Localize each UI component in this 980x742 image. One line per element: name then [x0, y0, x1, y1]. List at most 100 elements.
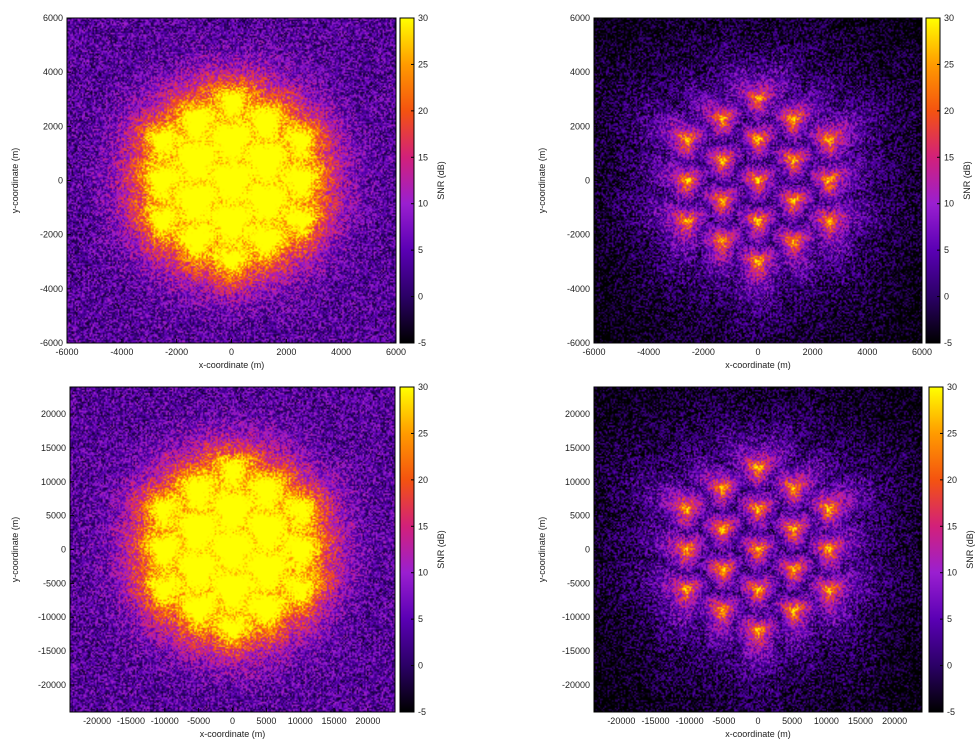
x-tick-label: 15000: [322, 716, 347, 726]
colorbar-tick-label: 20: [418, 106, 428, 116]
colorbar-tick-label: 0: [944, 292, 949, 302]
colorbar-tick-label: 30: [944, 13, 954, 23]
colorbar-label: SNR (dB): [965, 530, 975, 569]
y-tick-label: -4000: [567, 284, 590, 294]
x-axis-label: x-coordinate (m): [199, 360, 265, 370]
colorbar-gradient: [925, 17, 941, 344]
y-tick-label: 2000: [570, 121, 590, 131]
y-tick-label: 6000: [43, 13, 63, 23]
y-tick-label: -2000: [40, 230, 63, 240]
y-tick-label: -10000: [38, 612, 66, 622]
colorbar-gradient: [399, 17, 415, 344]
x-tick-label: -4000: [110, 347, 133, 357]
x-tick-label: 20000: [882, 716, 907, 726]
snr-heatmap-image: [594, 387, 922, 712]
x-tick-label: -6000: [582, 347, 605, 357]
x-tick-label: -2000: [165, 347, 188, 357]
y-tick-label: 20000: [565, 409, 590, 419]
colorbar-tick-label: 30: [418, 13, 428, 23]
y-tick-label: -4000: [40, 284, 63, 294]
x-tick-label: 0: [755, 716, 760, 726]
x-tick-label: 0: [229, 347, 234, 357]
colorbar-tick-label: 25: [947, 428, 957, 438]
y-tick-label: 0: [58, 176, 63, 186]
colorbar-tick-label: -5: [947, 707, 955, 717]
y-tick-label: 4000: [43, 67, 63, 77]
y-axis-label: y-coordinate (m): [537, 517, 547, 583]
colorbar-tick-label: 0: [418, 661, 423, 671]
y-tick-label: -2000: [567, 230, 590, 240]
y-tick-label: 2000: [43, 121, 63, 131]
y-axis-label: y-coordinate (m): [10, 148, 20, 214]
y-axis-label: y-coordinate (m): [537, 148, 547, 214]
heatmap-panel-top-left: -6000 -4000 -2000 0 2000 4000 6000-6000-4000-2…: [10, 13, 446, 370]
x-tick-label: -5000: [712, 716, 735, 726]
y-tick-label: 0: [585, 176, 590, 186]
colorbar-label: SNR (dB): [436, 530, 446, 569]
colorbar: -5 0 5 10 15 20 25 30 SNR (dB): [928, 382, 975, 717]
colorbar-tick-label: 20: [418, 475, 428, 485]
x-tick-label: 5000: [256, 716, 276, 726]
x-tick-label: 0: [230, 716, 235, 726]
colorbar-tick-label: -5: [944, 338, 952, 348]
y-tick-label: 5000: [46, 511, 66, 521]
colorbar-tick-label: 20: [944, 106, 954, 116]
colorbar-tick-label: 10: [944, 199, 954, 209]
colorbar-tick-label: 25: [418, 59, 428, 69]
y-tick-label: 0: [585, 545, 590, 555]
colorbar-tick-label: 5: [947, 614, 952, 624]
y-tick-label: 10000: [565, 477, 590, 487]
colorbar-tick-label: 25: [944, 59, 954, 69]
colorbar-tick-label: 5: [418, 245, 423, 255]
colorbar-gradient: [928, 386, 944, 713]
colorbar-tick-label: 10: [418, 568, 428, 578]
y-tick-label: -20000: [38, 680, 66, 690]
y-tick-label: -6000: [567, 338, 590, 348]
y-tick-label: 15000: [565, 443, 590, 453]
y-tick-label: 5000: [570, 511, 590, 521]
x-tick-label: 4000: [857, 347, 877, 357]
y-tick-label: 6000: [570, 13, 590, 23]
x-tick-label: 10000: [288, 716, 313, 726]
colorbar-tick-label: 30: [418, 382, 428, 392]
x-tick-label: 10000: [814, 716, 839, 726]
colorbar-tick-label: 10: [947, 568, 957, 578]
colorbar-tick-label: 15: [947, 521, 957, 531]
y-tick-label: -5000: [43, 578, 66, 588]
y-axis-label: y-coordinate (m): [10, 517, 20, 583]
colorbar-tick-label: 5: [944, 245, 949, 255]
x-axis-label: x-coordinate (m): [200, 729, 266, 739]
x-tick-label: 5000: [782, 716, 802, 726]
colorbar-tick-label: 25: [418, 428, 428, 438]
colorbar: -5 0 5 10 15 20 25 30 SNR (dB): [399, 382, 446, 717]
y-tick-label: -20000: [562, 680, 590, 690]
colorbar-label: SNR (dB): [962, 161, 972, 200]
y-tick-label: -15000: [562, 646, 590, 656]
colorbar-tick-label: 10: [418, 199, 428, 209]
x-tick-label: -15000: [641, 716, 669, 726]
y-tick-label: 0: [61, 545, 66, 555]
colorbar-tick-label: 20: [947, 475, 957, 485]
y-tick-label: 4000: [570, 67, 590, 77]
colorbar-tick-label: 0: [947, 661, 952, 671]
y-tick-label: 20000: [41, 409, 66, 419]
snr-heatmap-image: [594, 18, 922, 343]
colorbar-tick-label: 15: [418, 152, 428, 162]
x-axis-label: x-coordinate (m): [725, 729, 791, 739]
heatmap-panel-top-right: -6000 -4000 -2000 0 2000 4000 6000-6000-4000-2…: [537, 13, 972, 370]
colorbar-tick-label: -5: [418, 338, 426, 348]
x-tick-label: -10000: [151, 716, 179, 726]
colorbar-tick-label: 5: [418, 614, 423, 624]
colorbar-tick-label: 15: [418, 521, 428, 531]
x-tick-label: -10000: [676, 716, 704, 726]
x-tick-label: 4000: [331, 347, 351, 357]
x-tick-label: -4000: [637, 347, 660, 357]
x-tick-label: -20000: [607, 716, 635, 726]
x-tick-label: 0: [755, 347, 760, 357]
x-tick-label: 20000: [355, 716, 380, 726]
colorbar: -5 0 5 10 15 20 25 30 SNR (dB): [399, 13, 446, 348]
heatmap-panel-bottom-left: -20000 -15000 -10000 -5000 0 5000 10000 15000 20…: [10, 382, 446, 739]
y-tick-label: -15000: [38, 646, 66, 656]
x-tick-label: -2000: [692, 347, 715, 357]
